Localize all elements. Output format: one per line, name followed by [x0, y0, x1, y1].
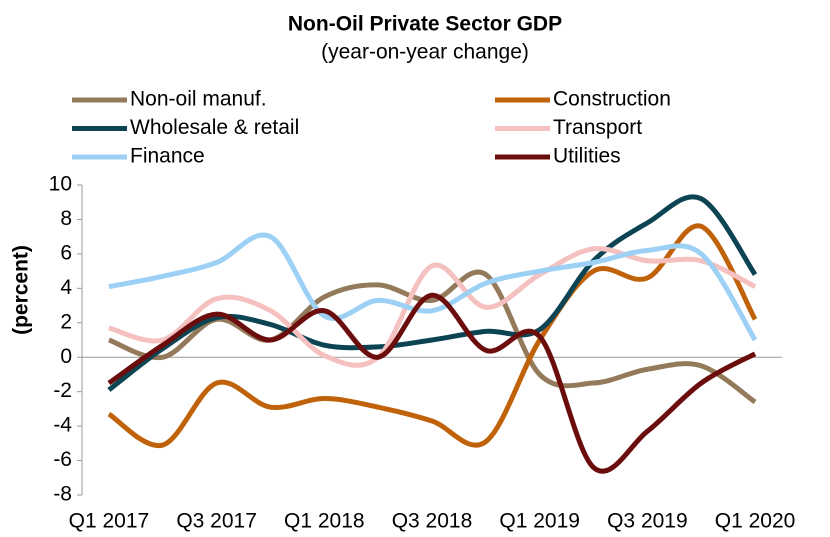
y-tick-label: 6 — [60, 241, 72, 264]
series-line — [107, 223, 758, 449]
legend-label: Construction — [553, 88, 671, 111]
legend-label: Utilities — [553, 145, 621, 168]
y-tick-label: 8 — [60, 207, 72, 230]
y-tick-label: 10 — [49, 173, 72, 196]
y-axis-label: (percent) — [10, 245, 33, 335]
x-tick-label: Q3 2018 — [392, 510, 473, 533]
y-tick-label: 4 — [60, 276, 72, 299]
series-line — [108, 245, 757, 368]
x-tick-label: Q1 2020 — [715, 510, 796, 533]
series-line — [107, 269, 757, 405]
x-tick-label: Q1 2019 — [499, 510, 580, 533]
legend-label: Non-oil manuf. — [130, 88, 267, 111]
y-tick-label: -8 — [53, 483, 72, 506]
y-tick-label: -4 — [53, 414, 72, 437]
y-tick-label: -2 — [53, 379, 72, 402]
y-tick-label: -6 — [53, 448, 72, 471]
series-line — [108, 232, 758, 342]
x-tick-label: Q3 2017 — [176, 510, 257, 533]
chart-title: Non-Oil Private Sector GDP — [288, 13, 562, 36]
chart-subtitle: (year-on-year change) — [321, 41, 529, 64]
series-line — [107, 194, 758, 392]
series-line — [107, 292, 757, 474]
x-tick-label: Q1 2017 — [69, 510, 150, 533]
x-tick-label: Q1 2018 — [284, 510, 365, 533]
y-tick-label: 2 — [60, 310, 72, 333]
y-tick-label: 0 — [60, 345, 72, 368]
legend-label: Wholesale & retail — [130, 116, 299, 139]
legend-label: Finance — [130, 145, 205, 168]
legend-label: Transport — [553, 116, 642, 139]
x-tick-label: Q3 2019 — [607, 510, 688, 533]
